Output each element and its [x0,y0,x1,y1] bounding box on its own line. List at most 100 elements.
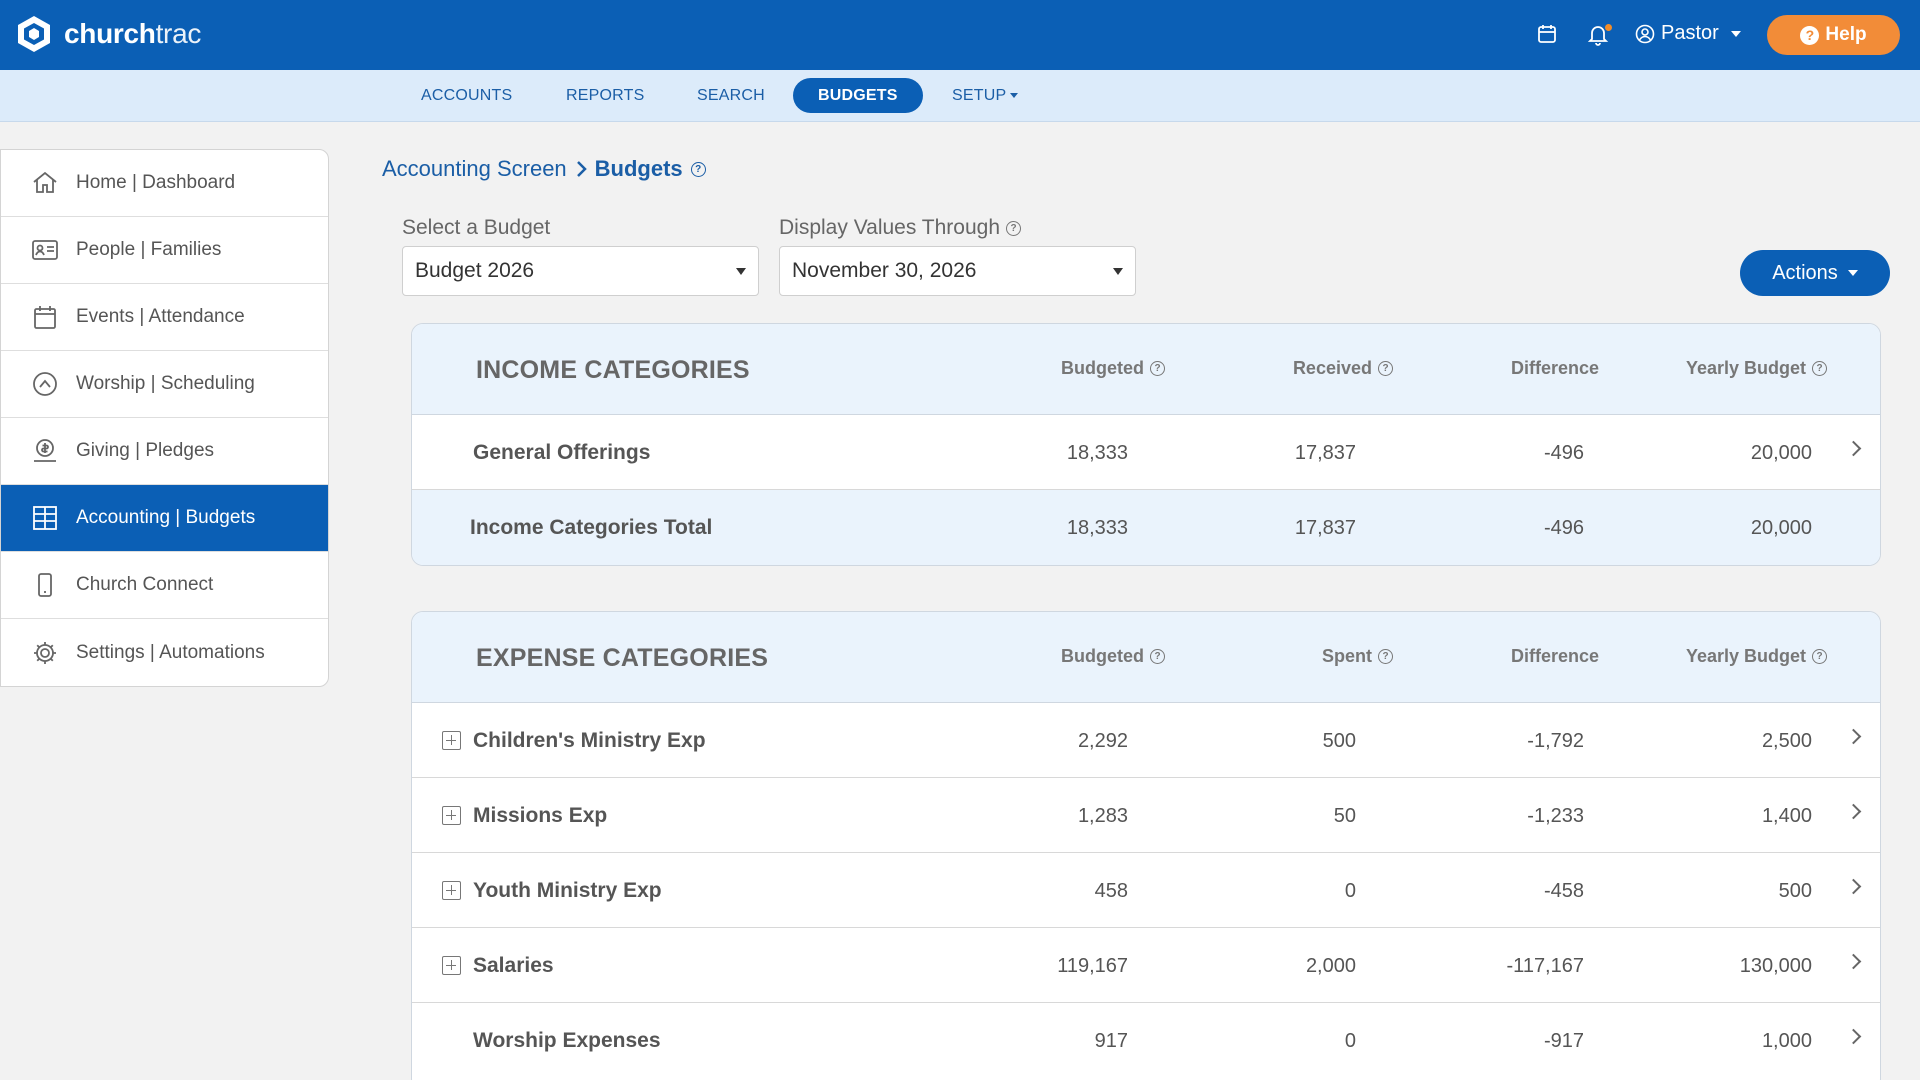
help-icon[interactable]: ? [1378,361,1393,376]
chevron-right-icon[interactable] [1845,1028,1862,1045]
sidebar-item-label: Accounting | Budgets [76,507,256,528]
churchtrac-logo-icon [18,16,50,52]
yearly-budget-value: 1,400 [1761,805,1812,827]
help-icon[interactable]: ? [1006,220,1022,236]
sidebar-item-giving[interactable]: Giving | Pledges [1,418,328,485]
table-row[interactable]: Missions Exp 1,283 50 -1,233 1,400 [412,778,1880,853]
expand-plus-icon[interactable] [442,956,461,975]
yearly-budget-value: 130,000 [1739,955,1812,977]
budget-select[interactable]: Budget 2026 [402,246,759,296]
spent-value: 0 [1344,880,1356,902]
chevron-right-icon[interactable] [1845,440,1862,457]
category-name: Worship Expenses [473,1029,661,1052]
dropdown-arrow-icon [736,268,746,275]
category-name: Children's Ministry Exp [473,729,706,752]
breadcrumb: Accounting Screen Budgets ? [382,156,706,182]
chevron-right-icon[interactable] [1845,803,1862,820]
main-tabs: ACCOUNTS REPORTS SEARCH BUDGETS SETUP [0,70,1920,122]
income-total-row: Income Categories Total 18,333 17,837 -4… [412,490,1880,565]
tab-search[interactable]: SEARCH [697,86,765,104]
total-label: Income Categories Total [470,516,713,539]
sidebar-item-people[interactable]: People | Families [1,217,328,284]
tab-budgets[interactable]: BUDGETS [793,78,923,113]
sidebar-item-settings[interactable]: Settings | Automations [1,619,328,686]
worship-icon [30,369,60,399]
yearly-budget-value: 2,500 [1761,730,1812,752]
breadcrumb-current: Budgets [594,156,683,181]
through-date-label: Display Values Through ? [779,216,1022,240]
help-icon[interactable]: ? [1150,361,1165,376]
tab-setup[interactable]: SETUP [927,78,1043,113]
yearly-budget-value: 20,000 [1750,442,1812,464]
through-date-select[interactable]: November 30, 2026 [779,246,1136,296]
received-total: 17,837 [1294,517,1356,539]
difference-value: -117,167 [1506,955,1584,977]
help-icon[interactable]: ? [1812,361,1827,376]
giving-icon [30,436,60,466]
spent-value: 50 [1333,805,1356,827]
table-row[interactable]: Youth Ministry Exp 458 0 -458 500 [412,853,1880,928]
grid-icon [30,503,60,533]
expand-plus-icon[interactable] [442,881,461,900]
help-button[interactable]: ? Help [1767,15,1900,55]
category-name: Salaries [473,954,554,977]
chevron-right-icon[interactable] [1845,953,1862,970]
notification-dot [1605,24,1612,31]
help-icon[interactable]: ? [690,161,706,177]
difference-value: -496 [1543,442,1584,464]
table-row[interactable]: General Offerings 18,333 17,837 -496 20,… [412,415,1880,490]
phone-icon [30,570,60,600]
income-categories-panel: INCOME CATEGORIES Budgeted? Received? Di… [411,323,1881,566]
bell-icon[interactable] [1586,22,1612,48]
calendar-icon[interactable] [1535,22,1561,48]
column-header-difference: Difference [1510,358,1599,378]
column-header-yearly-budget: Yearly Budget? [1686,358,1827,379]
logo-text: churchtrac [64,18,202,49]
column-header-budgeted: Budgeted? [1061,646,1165,667]
breadcrumb-parent-link[interactable]: Accounting Screen [382,156,567,181]
home-icon [30,168,60,198]
expense-categories-panel: EXPENSE CATEGORIES Budgeted? Spent? Diff… [411,611,1881,1080]
sidebar-item-events[interactable]: Events | Attendance [1,284,328,351]
budgeted-value: 1,283 [1077,805,1128,827]
spent-value: 500 [1322,730,1356,752]
sidebar-item-worship[interactable]: Worship | Scheduling [1,351,328,418]
budget-select-label: Select a Budget [402,216,551,239]
user-name: Pastor [1661,22,1719,44]
tab-reports[interactable]: REPORTS [566,86,645,104]
churchtrac-logo[interactable]: churchtrac [14,14,201,54]
user-menu[interactable]: Pastor [1635,22,1741,45]
chevron-right-icon[interactable] [1845,728,1862,745]
chevron-down-icon [1847,270,1858,276]
sidebar-item-label: Worship | Scheduling [76,373,255,394]
chevron-right-icon[interactable] [1845,878,1862,895]
expand-plus-icon[interactable] [442,806,461,825]
through-date-value: November 30, 2026 [792,259,977,282]
tab-accounts[interactable]: ACCOUNTS [421,86,513,104]
spent-value: 0 [1344,1030,1356,1052]
sidebar-item-label: People | Families [76,239,222,260]
top-bar: churchtrac Pastor ? Help [0,0,1920,70]
table-row[interactable]: Worship Expenses 917 0 -917 1,000 [412,1003,1880,1078]
difference-value: -458 [1543,880,1584,902]
table-row[interactable]: Children's Ministry Exp 2,292 500 -1,792… [412,703,1880,778]
received-value: 17,837 [1294,442,1356,464]
actions-button[interactable]: Actions [1740,250,1890,296]
help-icon[interactable]: ? [1150,649,1165,664]
chevron-down-icon [1730,30,1741,37]
sidebar-item-accounting[interactable]: Accounting | Budgets [1,485,328,552]
help-icon[interactable]: ? [1378,649,1393,664]
gear-icon [30,638,60,668]
help-icon[interactable]: ? [1812,649,1827,664]
column-header-spent: Spent? [1322,646,1393,667]
sidebar-item-church-connect[interactable]: Church Connect [1,552,328,619]
sidebar-item-home[interactable]: Home | Dashboard [1,150,328,217]
yearly-budget-value: 1,000 [1761,1030,1812,1052]
budget-select-value: Budget 2026 [415,259,535,282]
table-row[interactable]: Salaries 119,167 2,000 -117,167 130,000 [412,928,1880,1003]
expand-plus-icon[interactable] [442,731,461,750]
actions-label: Actions [1772,261,1838,284]
expense-title: EXPENSE CATEGORIES [476,644,769,672]
difference-value: -1,792 [1527,730,1584,752]
column-header-difference: Difference [1510,646,1599,666]
